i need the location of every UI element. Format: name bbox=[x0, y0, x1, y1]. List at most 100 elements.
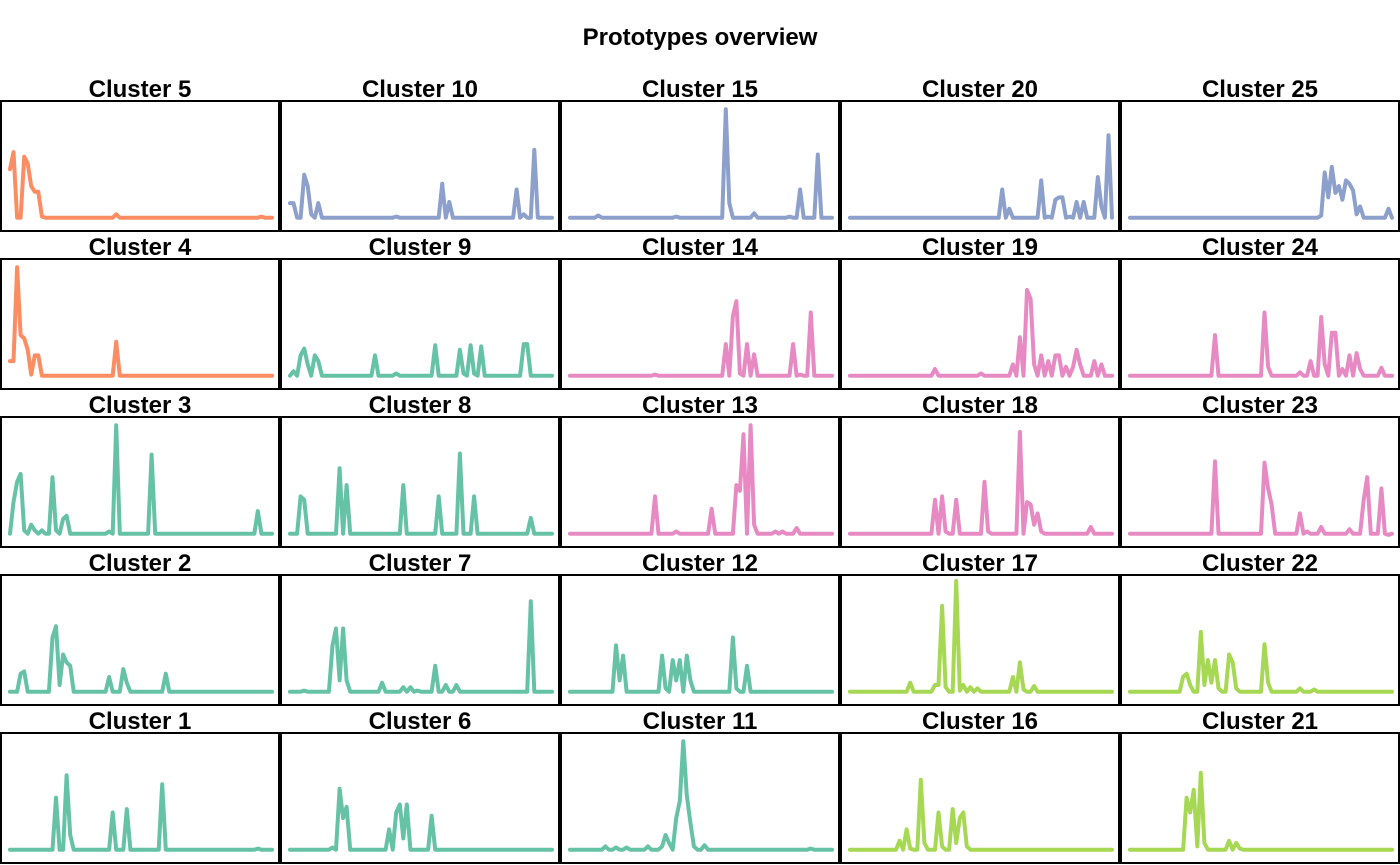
panel-frame bbox=[840, 416, 1120, 548]
panel-title: Cluster 1 bbox=[89, 708, 192, 735]
panel-title: Cluster 20 bbox=[922, 76, 1038, 103]
series-line bbox=[288, 599, 554, 694]
panel-frame bbox=[280, 416, 560, 548]
panel: Cluster 17 bbox=[840, 550, 1120, 706]
panel: Cluster 16 bbox=[840, 708, 1120, 864]
panel-title: Cluster 18 bbox=[922, 392, 1038, 419]
panel: Cluster 13 bbox=[560, 392, 840, 548]
panel-title: Cluster 21 bbox=[1202, 708, 1318, 735]
panel: Cluster 23 bbox=[1120, 392, 1400, 548]
panel-frame bbox=[560, 100, 840, 232]
panel-title: Cluster 25 bbox=[1202, 76, 1318, 103]
panel-title: Cluster 14 bbox=[642, 234, 759, 261]
series-line bbox=[1128, 459, 1394, 537]
series-line bbox=[848, 430, 1114, 536]
panel-title: Cluster 11 bbox=[643, 708, 758, 735]
panel: Cluster 5 bbox=[0, 76, 280, 232]
panel-frame bbox=[280, 258, 560, 390]
panel-frame bbox=[840, 574, 1120, 706]
series-line bbox=[568, 299, 834, 378]
panel-title: Cluster 12 bbox=[642, 550, 758, 577]
panel-frame bbox=[280, 732, 560, 864]
panel-frame bbox=[0, 100, 280, 232]
panel: Cluster 1 bbox=[0, 708, 280, 864]
panel-title: Cluster 23 bbox=[1202, 392, 1318, 419]
series-line bbox=[8, 150, 274, 220]
series-line bbox=[848, 133, 1114, 220]
panel-frame bbox=[1120, 100, 1400, 232]
panel: Cluster 22 bbox=[1120, 550, 1400, 706]
panel-frame bbox=[280, 100, 560, 232]
chart-title: Prototypes overview bbox=[582, 24, 818, 51]
panel-title: Cluster 13 bbox=[642, 392, 758, 419]
series-line bbox=[288, 147, 554, 220]
series-line bbox=[288, 451, 554, 536]
panel-frame bbox=[840, 732, 1120, 864]
panel-title: Cluster 16 bbox=[922, 708, 1038, 735]
panel-title: Cluster 2 bbox=[89, 550, 192, 577]
panel-frame bbox=[840, 100, 1120, 232]
series-line bbox=[1128, 310, 1394, 378]
series-line bbox=[568, 423, 834, 536]
panel-frame bbox=[1120, 574, 1400, 706]
series-line bbox=[1128, 629, 1394, 694]
panel-frame bbox=[560, 258, 840, 390]
panel-frame bbox=[0, 574, 280, 706]
series-line bbox=[848, 287, 1114, 378]
series-line bbox=[1128, 164, 1394, 220]
panel-frame bbox=[0, 732, 280, 864]
series-line bbox=[288, 786, 554, 852]
panel-frame bbox=[0, 416, 280, 548]
series-line bbox=[568, 739, 834, 852]
panel: Cluster 4 bbox=[0, 234, 280, 390]
panel-title: Cluster 3 bbox=[89, 392, 192, 419]
panel-frame bbox=[560, 574, 840, 706]
panel-frame bbox=[1120, 732, 1400, 864]
panel: Cluster 19 bbox=[840, 234, 1120, 390]
panel-title: Cluster 17 bbox=[922, 550, 1038, 577]
panel: Cluster 21 bbox=[1120, 708, 1400, 864]
panel-title: Cluster 15 bbox=[642, 76, 758, 103]
series-line bbox=[8, 423, 274, 536]
panel: Cluster 24 bbox=[1120, 234, 1400, 390]
panel-frame bbox=[1120, 258, 1400, 390]
panel: Cluster 18 bbox=[840, 392, 1120, 548]
panel-title: Cluster 22 bbox=[1202, 550, 1318, 577]
panel-frame bbox=[0, 258, 280, 390]
series-line bbox=[568, 107, 834, 220]
series-line bbox=[8, 624, 274, 694]
series-line bbox=[1128, 770, 1394, 852]
panel-title: Cluster 5 bbox=[89, 76, 192, 103]
panel: Cluster 12 bbox=[560, 550, 840, 706]
series-line bbox=[288, 342, 554, 378]
panel-title: Cluster 7 bbox=[369, 550, 472, 577]
panel: Cluster 6 bbox=[280, 708, 560, 864]
panel: Cluster 15 bbox=[560, 76, 840, 232]
panel-frame bbox=[1120, 416, 1400, 548]
panel: Cluster 8 bbox=[280, 392, 560, 548]
panel: Cluster 3 bbox=[0, 392, 280, 548]
panel: Cluster 11 bbox=[560, 708, 840, 864]
panel-title: Cluster 19 bbox=[922, 234, 1038, 261]
panel-title: Cluster 6 bbox=[369, 708, 472, 735]
panel: Cluster 7 bbox=[280, 550, 560, 706]
panel-title: Cluster 24 bbox=[1202, 234, 1319, 261]
series-line bbox=[8, 773, 274, 852]
panel: Cluster 10 bbox=[280, 76, 560, 232]
panel-title: Cluster 10 bbox=[362, 76, 478, 103]
panel-frame bbox=[560, 732, 840, 864]
panel: Cluster 2 bbox=[0, 550, 280, 706]
panel-frame bbox=[840, 258, 1120, 390]
panel-frame bbox=[280, 574, 560, 706]
panel: Cluster 20 bbox=[840, 76, 1120, 232]
panel: Cluster 14 bbox=[560, 234, 840, 390]
series-line bbox=[568, 635, 834, 694]
series-line bbox=[8, 265, 274, 378]
panel-title: Cluster 8 bbox=[369, 392, 472, 419]
panel-title: Cluster 9 bbox=[369, 234, 472, 261]
series-line bbox=[848, 777, 1114, 852]
panel-frame bbox=[560, 416, 840, 548]
series-line bbox=[848, 579, 1114, 694]
panel: Cluster 25 bbox=[1120, 76, 1400, 232]
